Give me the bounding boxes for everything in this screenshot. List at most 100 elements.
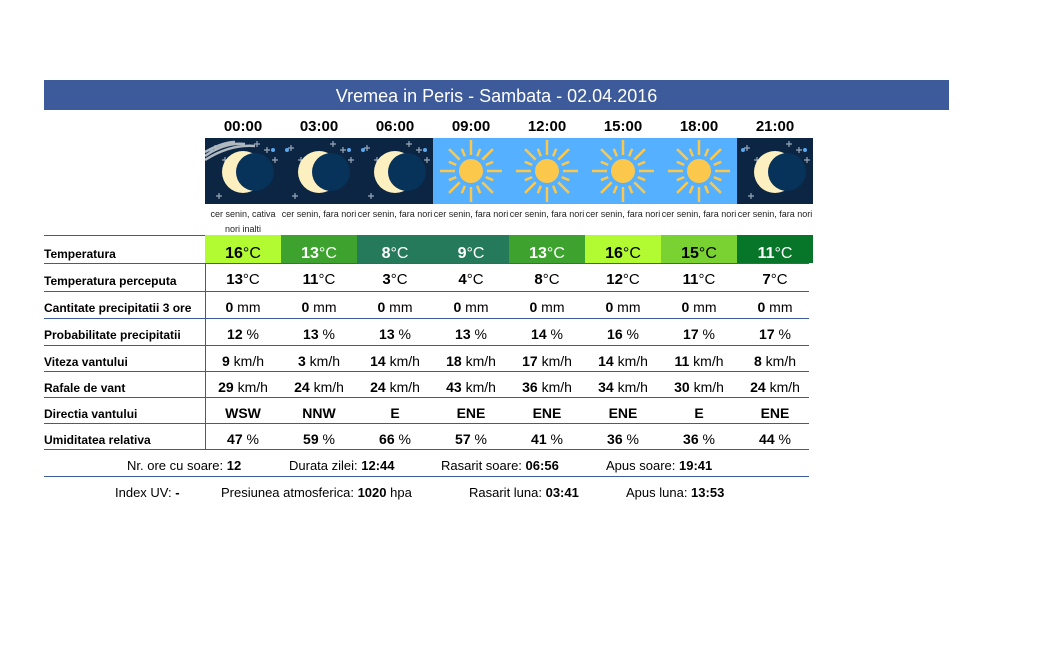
footer-value: 19:41 [679,458,713,473]
value: 9 [457,245,467,262]
moon-icon [737,138,813,204]
wind-gust-cell: 24 km/h [281,371,357,397]
unit: mm [389,299,413,315]
row-label: Directia vantului [44,407,138,421]
wind-speed-cell: 3 km/h [281,345,357,371]
footer-value: 1020 [357,485,387,500]
value: 14 [370,353,386,369]
page-title: Vremea in Peris - Sambata - 02.04.2016 [44,80,949,110]
unit: % [550,431,563,447]
unit: mm [541,299,565,315]
weather-description: cer senin, fara nori [357,209,433,219]
value: 15 [681,245,699,262]
value: 13 [303,326,319,342]
unit: km/h [617,379,648,395]
probability-cell: 16 % [585,318,661,345]
unit: % [702,326,715,342]
humidity-cell: 47 % [205,423,281,449]
unit: % [778,326,791,342]
sun-icon [585,138,661,204]
time-header: 18:00 [679,118,719,135]
weather-description: cer senin, fara nori [661,209,737,219]
humidity-cell: 66 % [357,423,433,449]
unit: % [246,431,259,447]
value: E [390,405,400,421]
weather-description: cer senin, fara nori [737,209,813,219]
feels-like-cell: 8°C [509,263,585,291]
precipitation-cell: 0 mm [281,291,357,318]
wind-direction-cell: ENE [509,397,585,423]
wind-speed-cell: 14 km/h [357,345,433,371]
temperature-cell: 8°C [357,235,433,263]
wind-direction-cell: E [357,397,433,423]
wind-speed-cell: 11 km/h [661,345,737,371]
feels-like-cell: 13°C [205,263,281,291]
row-divider [44,318,809,319]
unit: km/h [389,353,420,369]
temperature-cell: 16°C [205,235,281,263]
wind-speed-cell: 18 km/h [433,345,509,371]
unit: % [778,431,791,447]
feels-like-cell: 3°C [357,263,433,291]
precipitation-cell: 0 mm [433,291,509,318]
wind-speed-cell: 17 km/h [509,345,585,371]
wind-direction-cell: ENE [585,397,661,423]
value: 12 [606,271,623,288]
value: 66 [379,431,395,447]
moon-icon [281,138,357,204]
time-header: 00:00 [223,118,263,135]
value: 14 [598,353,614,369]
sun-icon [661,138,737,204]
temperature-cell: 16°C [585,235,661,263]
value: ENE [760,405,790,421]
unit: °C [698,271,716,288]
footer-value: 03:41 [545,485,579,500]
unit: °C [318,245,337,262]
wind-gust-cell: 36 km/h [509,371,585,397]
wind-direction-cell: NNW [281,397,357,423]
unit: mm [465,299,489,315]
value: 24 [370,379,386,395]
unit: °C [770,271,788,288]
footer-item: Rasarit soare: 06:56 [441,458,559,473]
unit: km/h [693,379,724,395]
row-label: Temperatura perceputa [44,274,177,288]
moon-icon [357,138,433,204]
unit: °C [546,245,565,262]
footer-item: Durata zilei: 12:44 [289,458,395,473]
feels-like-cell: 11°C [281,263,357,291]
footer-value: 06:56 [525,458,559,473]
value: 0 [605,299,614,315]
footer-item: Index UV: - [115,485,180,500]
sun-icon [433,138,509,204]
value: ENE [456,405,486,421]
unit: km/h [693,353,724,369]
value: 41 [531,431,547,447]
value: 3 [297,353,306,369]
column-divider [205,235,206,449]
value: 43 [446,379,462,395]
unit: km/h [465,353,496,369]
probability-cell: 12 % [205,318,281,345]
footer-label: Rasarit soare: [441,458,526,473]
value: 17 [759,326,775,342]
value: WSW [225,405,261,421]
footer-value: 13:53 [691,485,725,500]
value: 57 [455,431,471,447]
weather-description: cer senin, fara nori [281,209,357,219]
value: 59 [303,431,319,447]
value: 0 [301,299,310,315]
probability-cell: 17 % [661,318,737,345]
unit: % [246,326,259,342]
value: 16 [605,245,623,262]
row-label: Rafale de vant [44,381,126,395]
probability-cell: 17 % [737,318,813,345]
unit: °C [698,245,717,262]
unit: mm [313,299,337,315]
sun-icon [509,138,585,204]
value: 3 [382,271,391,288]
humidity-cell: 59 % [281,423,357,449]
row-divider [44,449,809,450]
value: 13 [529,245,547,262]
row-divider [44,423,809,424]
